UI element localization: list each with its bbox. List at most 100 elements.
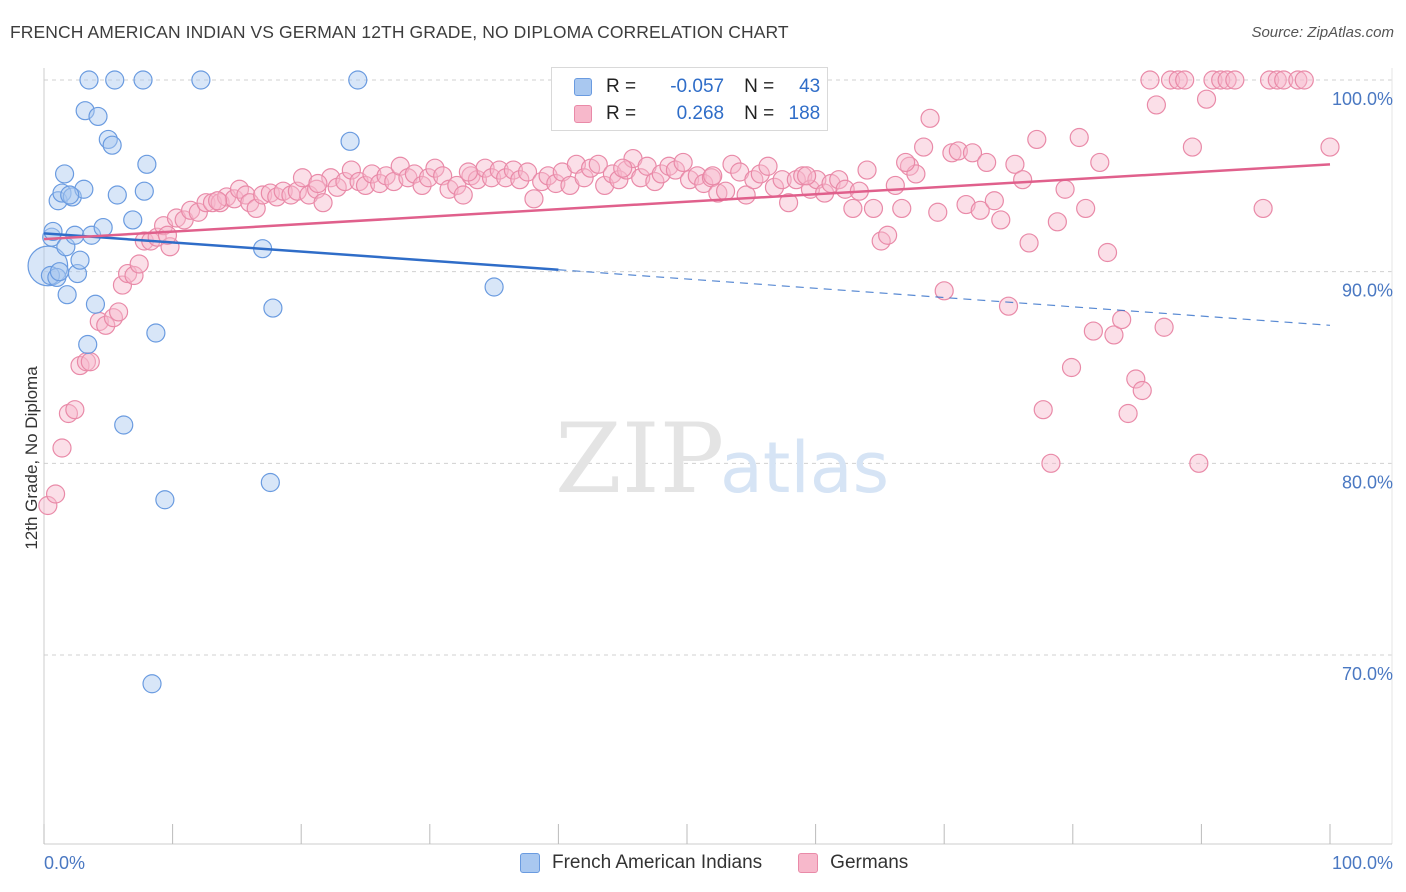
french-point <box>60 185 80 205</box>
german-point <box>65 400 85 420</box>
german-point <box>103 308 124 328</box>
german-point <box>651 164 671 184</box>
german-point <box>1118 403 1138 424</box>
series-french-american-indians <box>27 70 504 694</box>
german-point <box>1104 325 1124 345</box>
german-point <box>1225 70 1245 90</box>
german-point <box>758 156 778 176</box>
german-point <box>687 166 707 186</box>
bottom-legend-french: French American Indians <box>520 852 762 874</box>
german-point <box>892 198 912 219</box>
french-point <box>155 490 175 510</box>
german-point <box>885 175 905 196</box>
french-point <box>52 183 72 203</box>
german-point <box>914 137 934 157</box>
german-point <box>1112 309 1132 330</box>
legend-row-french: R = -0.057 N = 43 <box>574 74 820 100</box>
bottom-legend: French American Indians Germans <box>520 852 944 874</box>
german-point <box>1175 70 1195 90</box>
german-point <box>412 175 432 196</box>
german-point <box>129 254 149 274</box>
german-point <box>376 166 396 186</box>
german-point <box>335 171 355 192</box>
french-point <box>54 164 75 184</box>
german-point <box>453 185 473 205</box>
french-point <box>133 70 153 90</box>
german-point <box>1168 70 1188 90</box>
german-point <box>956 194 976 215</box>
german-point <box>1146 95 1166 115</box>
french-point <box>484 277 504 297</box>
legend-n-label: N = <box>744 76 775 97</box>
french-point <box>114 415 134 435</box>
german-point <box>52 438 72 458</box>
legend-swatch-pink <box>574 105 592 123</box>
german-point <box>1217 70 1237 90</box>
german-point <box>1097 242 1118 263</box>
german-point <box>1076 198 1096 219</box>
german-point <box>1154 317 1174 337</box>
french-point <box>191 70 211 90</box>
german-point <box>1140 70 1160 90</box>
german-point <box>843 198 863 219</box>
german-point <box>703 166 723 186</box>
german-point <box>224 189 244 209</box>
y-tick-label: 70.0% <box>1342 664 1393 684</box>
german-point <box>1189 453 1209 473</box>
german-point <box>991 210 1011 230</box>
legend-row-germans: R = 0.268 N = 188 <box>574 101 820 127</box>
y-axis-label: 12th Grade, No Diploma <box>22 366 41 550</box>
german-point <box>899 156 920 176</box>
german-point <box>458 162 478 182</box>
bottom-legend-label: Germans <box>830 852 909 873</box>
german-point <box>750 164 770 184</box>
french-point <box>340 131 360 151</box>
german-point <box>181 200 201 220</box>
german-point <box>715 181 736 201</box>
german-point <box>1203 70 1223 90</box>
legend-n-value: 43 <box>799 76 821 97</box>
german-point <box>962 143 983 163</box>
french-point <box>105 70 125 90</box>
german-point <box>998 296 1019 316</box>
german-point <box>418 168 439 188</box>
french-point <box>260 472 280 493</box>
german-point <box>404 164 424 184</box>
german-point <box>96 315 116 335</box>
german-point <box>1019 233 1039 253</box>
french-point <box>263 298 283 318</box>
german-point <box>1041 453 1061 473</box>
watermark-atlas: atlas <box>720 427 889 509</box>
german-point <box>574 168 594 188</box>
x-tick-label: 100.0% <box>1332 853 1393 873</box>
y-tick-label: 100.0% <box>1332 89 1393 109</box>
german-point <box>1211 70 1231 90</box>
german-point <box>673 152 693 173</box>
german-point <box>829 170 849 190</box>
french-point <box>85 294 106 314</box>
german-point <box>1294 70 1314 90</box>
french-point <box>93 217 113 238</box>
german-point <box>1182 137 1202 157</box>
y-tick-label: 80.0% <box>1342 472 1393 492</box>
german-point <box>370 173 390 194</box>
german-point <box>489 160 509 180</box>
german-point <box>631 168 651 188</box>
german-point <box>546 173 566 194</box>
french-point <box>102 135 122 155</box>
french-point <box>107 185 127 205</box>
french-point <box>137 154 157 174</box>
german-point <box>588 154 608 174</box>
german-point <box>1126 369 1146 389</box>
german-point <box>447 175 467 196</box>
gridlines <box>44 68 1393 844</box>
german-point <box>1090 152 1110 173</box>
german-point <box>1013 170 1033 190</box>
german-point <box>496 168 516 188</box>
german-point <box>778 193 799 213</box>
french-point <box>43 221 63 242</box>
german-point <box>45 484 66 504</box>
legend-n-label: N = <box>744 103 775 124</box>
german-point <box>796 166 817 186</box>
